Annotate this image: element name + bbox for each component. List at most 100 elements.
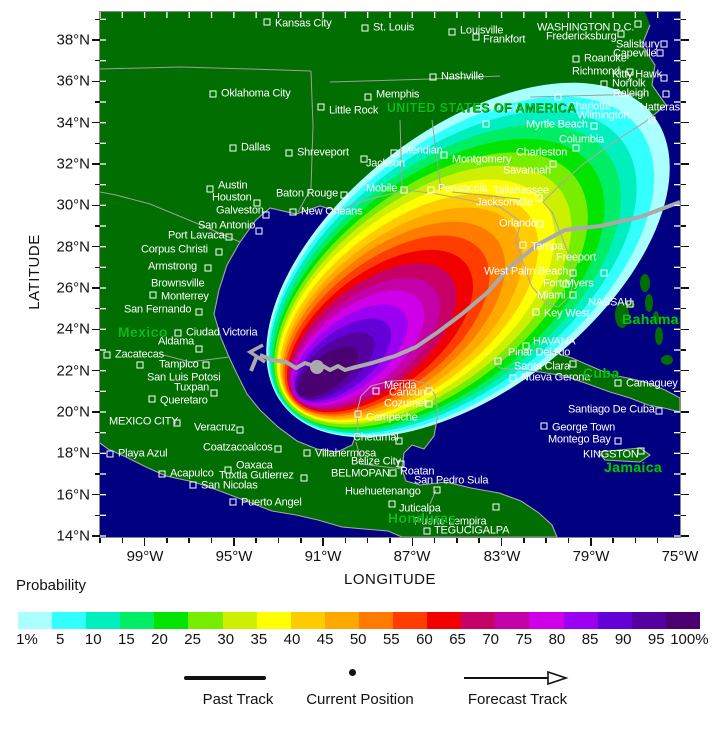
city-marker: [626, 68, 634, 76]
axis-tick: [95, 390, 100, 393]
axis-tick: [95, 514, 100, 517]
probability-scale-tick-label: 20: [151, 631, 168, 648]
city-marker: [590, 122, 598, 130]
axis-tick: [389, 538, 391, 543]
city-marker: [360, 155, 368, 163]
axis-tick: [95, 266, 100, 269]
probability-scale-segment-5: [52, 612, 87, 629]
city-marker: [425, 387, 433, 395]
probability-scale-tick-label: 1%: [16, 631, 38, 648]
probability-scale-tick-label: 50: [349, 631, 367, 648]
city-marker: [637, 447, 645, 455]
axis-tick: [344, 538, 347, 543]
axis-tick: [92, 411, 100, 413]
probability-scale-segment-45: [324, 612, 359, 629]
city-label: Cozumel: [384, 397, 427, 410]
city-label: Orlando: [499, 217, 537, 230]
city-marker: [274, 445, 282, 453]
admin-border: [399, 119, 403, 189]
axis-tick: [612, 538, 614, 543]
city-label: Corpus Christi: [141, 243, 208, 256]
axis-tick: [681, 307, 686, 310]
lat-tick-label: 34°N: [56, 114, 90, 132]
country-label: Cuba: [583, 365, 620, 381]
city-label: Montego Bay: [548, 433, 611, 446]
coastline: [100, 24, 667, 537]
axis-tick: [681, 287, 689, 289]
city-marker: [569, 291, 577, 299]
city-label: Richmond: [572, 65, 620, 78]
city-label: Tallahassee: [493, 184, 549, 197]
city-label: Roanoke: [584, 52, 627, 65]
city-marker: [472, 33, 480, 41]
current-position-dot: [310, 360, 324, 374]
axis-tick: [681, 369, 689, 372]
city-marker: [300, 474, 308, 482]
city-label: MEXICO CITY: [109, 415, 179, 428]
city-label: Shreveport: [297, 146, 349, 159]
probability-scale-segment-75: [529, 612, 564, 629]
city-marker: [148, 395, 156, 403]
city-marker: [253, 199, 261, 207]
admin-border: [159, 353, 230, 363]
city-marker: [617, 30, 625, 38]
axis-tick: [681, 39, 689, 41]
axis-tick: [366, 538, 369, 543]
probability-scale-segment-15: [120, 612, 155, 629]
city-marker: [209, 90, 217, 98]
axis-tick: [681, 390, 686, 393]
city-label: Houston: [212, 191, 252, 204]
axis-tick: [95, 307, 100, 310]
city-label: San Nicolas: [201, 479, 258, 492]
city-marker: [204, 264, 212, 272]
axis-tick: [478, 538, 480, 543]
probability-scale-segment-95: [665, 612, 700, 629]
axis-tick: [433, 538, 436, 543]
axis-tick: [681, 101, 686, 103]
city-label: Camaguey: [626, 377, 678, 390]
city-label: Santa Clara: [514, 360, 570, 373]
city-label: Tampico: [159, 358, 199, 371]
city-marker: [425, 400, 433, 408]
probability-scale-tick-label: 55: [382, 631, 400, 648]
axis-tick: [95, 18, 100, 21]
city-label: Kitty Hawk: [612, 68, 662, 81]
city-marker: [482, 120, 490, 128]
axis-tick: [95, 59, 100, 62]
axis-tick: [233, 538, 235, 546]
city-label: Memphis: [376, 88, 420, 101]
city-marker: [423, 527, 431, 535]
city-marker: [397, 460, 405, 468]
city-label: Meridian: [402, 144, 443, 157]
axis-tick: [681, 225, 686, 227]
city-marker: [532, 308, 540, 316]
axis-tick: [92, 493, 100, 496]
city-marker: [340, 191, 348, 199]
axis-tick: [300, 538, 302, 543]
city-marker: [103, 351, 111, 359]
city-marker: [648, 116, 656, 124]
city-label: Monterrey: [161, 290, 209, 303]
axis-tick: [210, 538, 213, 543]
city-label: Tuxpan: [174, 381, 210, 394]
city-marker: [210, 389, 218, 397]
probability-scale-tick-label: 70: [482, 631, 500, 648]
probability-scale-tick-label: 30: [217, 631, 235, 648]
axis-tick: [681, 266, 686, 269]
admin-border: [429, 489, 437, 505]
city-marker: [225, 233, 233, 241]
city-label: Belize City: [351, 455, 401, 468]
city-label: Fort Myers: [543, 277, 594, 290]
axis-tick: [681, 142, 686, 145]
probability-scale-segment-10: [86, 612, 121, 629]
axis-tick: [188, 538, 190, 543]
city-label: Galveston: [216, 204, 264, 217]
city-label: Atlanta: [491, 102, 524, 115]
city-label: Austin: [218, 179, 248, 192]
city-label: Brownsville: [151, 277, 205, 290]
axis-tick: [92, 328, 100, 331]
city-label: Nueva Gerona: [521, 371, 591, 384]
island: [645, 294, 653, 312]
probability-scale-tick-label: 10: [84, 631, 102, 648]
